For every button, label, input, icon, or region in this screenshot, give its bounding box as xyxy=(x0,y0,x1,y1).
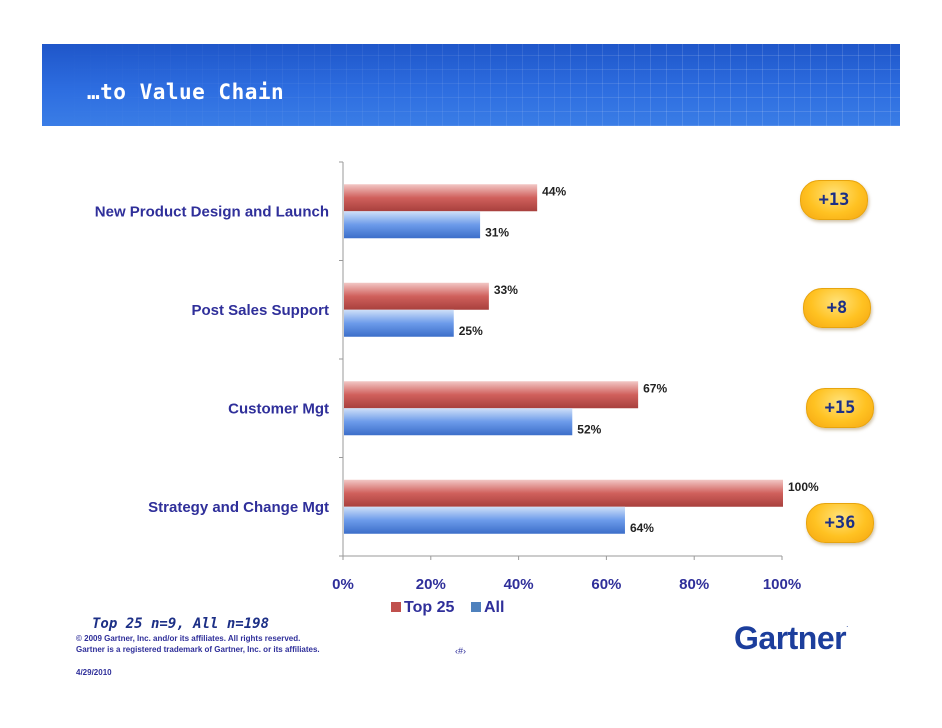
difference-badge: +36 xyxy=(806,503,874,543)
copyright-text: © 2009 Gartner, Inc. and/or its affiliat… xyxy=(76,634,301,643)
data-label: 31% xyxy=(485,225,509,239)
bar-all xyxy=(344,309,454,337)
bar-all xyxy=(344,506,625,534)
data-label: 67% xyxy=(643,381,667,395)
page-number: ‹#› xyxy=(455,646,466,656)
category-label: Customer Mgt xyxy=(228,400,329,417)
bar-top25 xyxy=(344,381,639,409)
data-label: 25% xyxy=(459,324,483,338)
legend-swatch xyxy=(391,602,401,612)
legend-label: Top 25 xyxy=(404,599,454,616)
slide-title: …to Value Chain xyxy=(87,80,285,104)
difference-badge: +13 xyxy=(800,180,868,220)
data-label: 52% xyxy=(577,422,601,436)
difference-badge: +15 xyxy=(806,388,874,428)
x-tick-label: 20% xyxy=(416,576,446,593)
x-tick-label: 80% xyxy=(679,576,709,593)
x-tick-label: 100% xyxy=(763,576,801,593)
bar-top25 xyxy=(344,184,538,212)
x-tick-label: 40% xyxy=(504,576,534,593)
data-label: 33% xyxy=(494,283,518,297)
bar-top25 xyxy=(344,479,783,507)
slide-date: 4/29/2010 xyxy=(76,668,112,677)
legend-swatch xyxy=(471,602,481,612)
x-tick-label: 0% xyxy=(332,576,354,593)
bar-top25 xyxy=(344,282,489,310)
legend-label: All xyxy=(484,599,504,616)
difference-badge: +8 xyxy=(803,288,871,328)
sample-size-note: Top 25 n=9, All n=198 xyxy=(92,616,270,632)
bar-all xyxy=(344,211,481,239)
title-banner: …to Value Chain xyxy=(42,44,900,126)
category-label: New Product Design and Launch xyxy=(95,203,329,220)
data-label: 44% xyxy=(542,184,566,198)
data-label: 100% xyxy=(788,480,819,494)
data-label: 64% xyxy=(630,521,654,535)
bar-all xyxy=(344,408,573,436)
category-label: Post Sales Support xyxy=(191,302,329,319)
banner-grid-pattern xyxy=(42,44,900,126)
gartner-logo: Gartner. xyxy=(734,620,848,656)
category-label: Strategy and Change Mgt xyxy=(148,499,329,516)
x-tick-label: 60% xyxy=(591,576,621,593)
trademark-text: Gartner is a registered trademark of Gar… xyxy=(76,645,320,654)
